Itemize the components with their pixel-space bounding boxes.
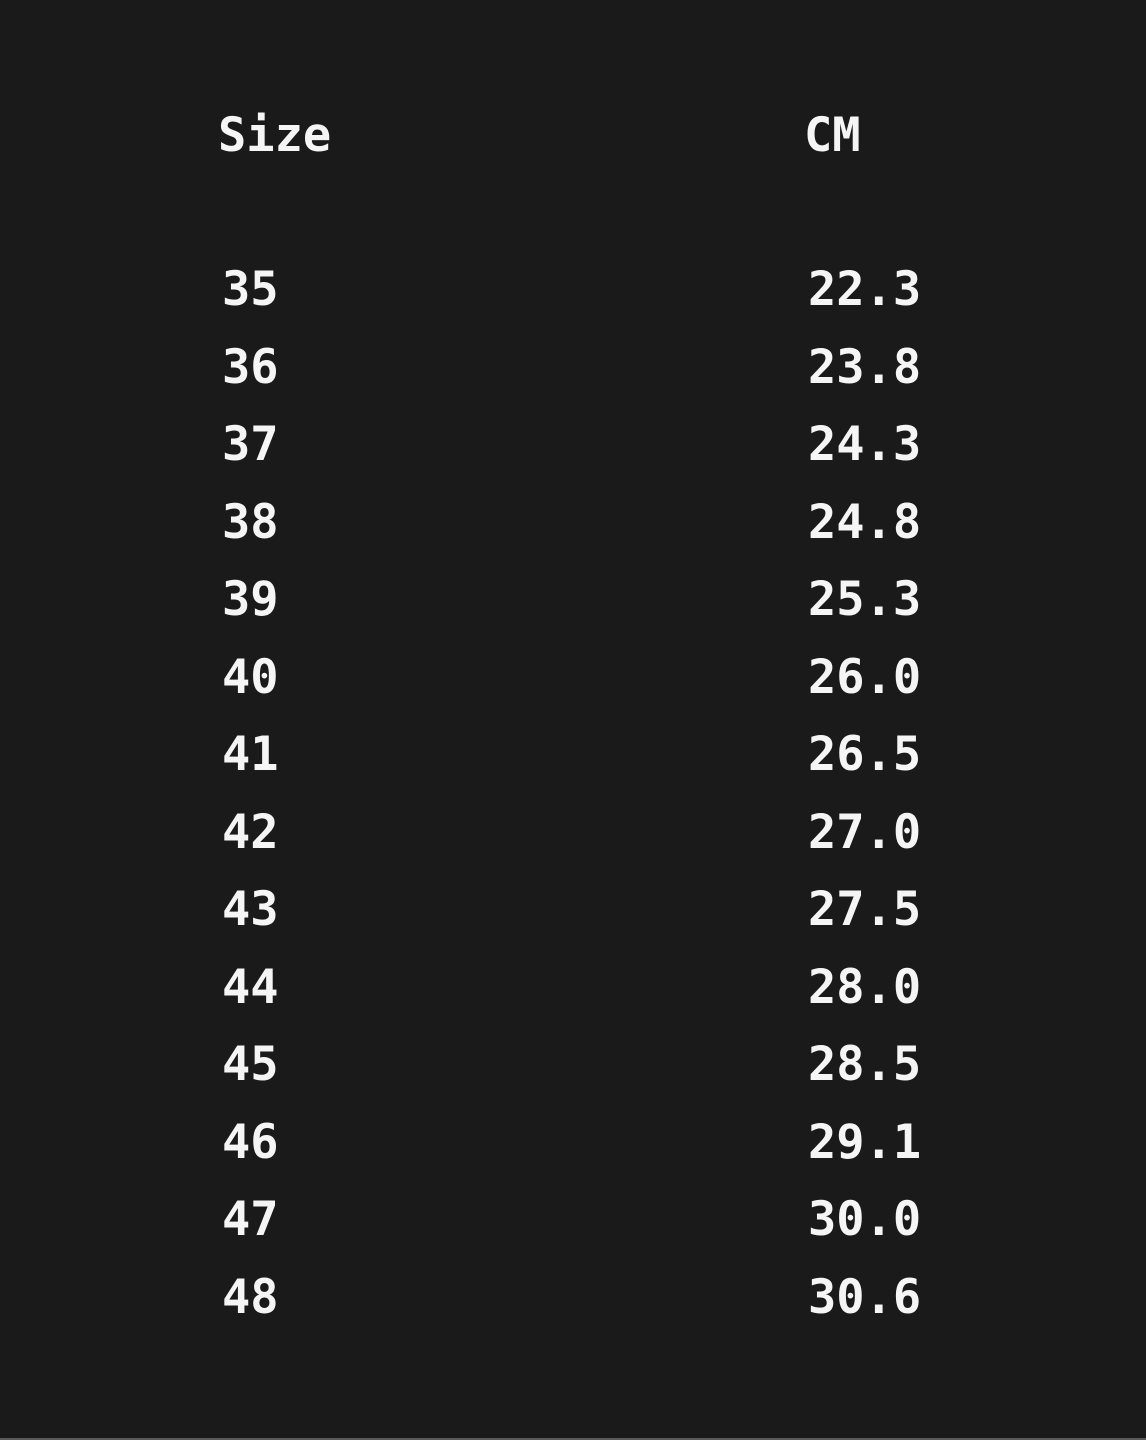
size-cell: 48 [222,1269,279,1325]
table-row: 38 24.8 [0,492,1146,570]
size-cell: 40 [222,649,279,705]
cm-cell: 27.5 [808,882,922,937]
cm-cell: 24.8 [808,494,922,550]
cm-cell: 24.3 [808,417,922,472]
table-row: 43 27.5 [0,879,1146,957]
size-cell: 45 [222,1037,279,1092]
size-cell: 38 [222,494,279,550]
header-cm: CM [804,108,861,163]
cm-cell: 30.0 [808,1192,922,1247]
divider [0,1438,1146,1440]
size-cell: 36 [222,339,279,395]
table-row: 35 22.3 [0,259,1146,337]
table-row: 44 28.0 [0,957,1146,1035]
table-row: 36 23.8 [0,337,1146,415]
cm-cell: 29.1 [808,1114,922,1170]
cm-cell: 22.3 [808,262,922,317]
cm-cell: 27.0 [808,804,922,860]
cm-cell: 26.5 [808,727,922,782]
table-row: 39 25.3 [0,569,1146,647]
table-row: 40 26.0 [0,647,1146,725]
size-cell: 46 [222,1114,279,1170]
cm-cell: 28.0 [808,959,922,1015]
header-size: Size [218,108,332,163]
size-cell: 35 [222,262,279,317]
size-cell: 37 [222,417,279,472]
table-row: 48 30.6 [0,1267,1146,1345]
table-row: 42 27.0 [0,802,1146,880]
cm-cell: 28.5 [808,1037,922,1092]
table-row: 47 30.0 [0,1189,1146,1267]
table-row: 41 26.5 [0,724,1146,802]
size-cell: 41 [222,727,279,782]
size-cell: 42 [222,804,279,860]
size-cell: 44 [222,959,279,1015]
cm-cell: 25.3 [808,572,922,627]
table-row: 45 28.5 [0,1034,1146,1112]
table-row: 37 24.3 [0,414,1146,492]
cm-cell: 26.0 [808,649,922,705]
cm-cell: 23.8 [808,339,922,395]
size-cell: 43 [222,882,279,937]
cm-cell: 30.6 [808,1269,922,1325]
table-row: 46 29.1 [0,1112,1146,1190]
size-cell: 47 [222,1192,279,1247]
size-cell: 39 [222,572,279,627]
table-body: 35 22.3 36 23.8 37 24.3 38 24.8 39 25.3 40 26.0 41 26… [0,259,1146,1344]
